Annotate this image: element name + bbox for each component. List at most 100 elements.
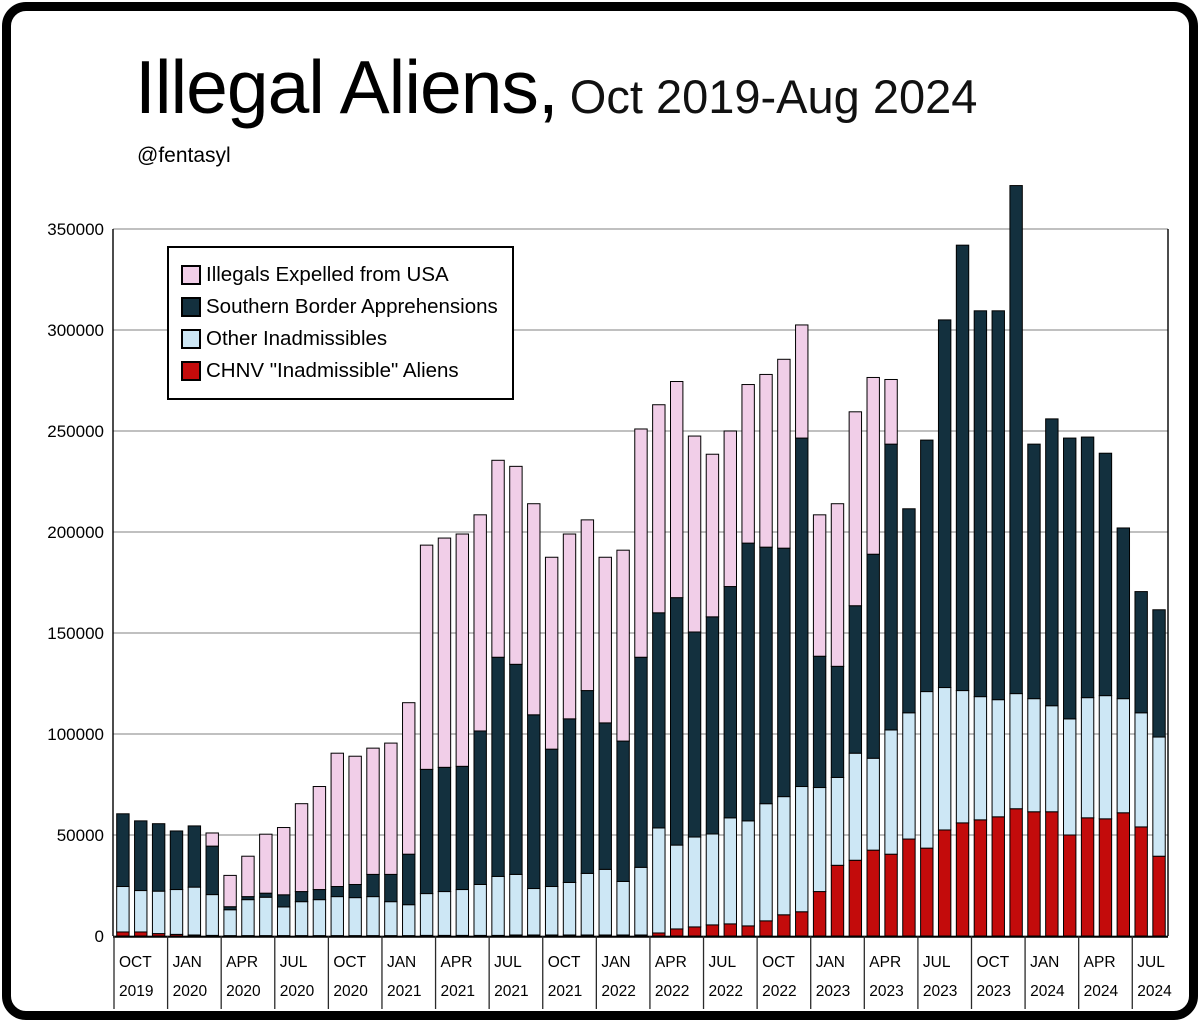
- bar-segment: [955, 822, 970, 937]
- bar-segment: [1009, 808, 1023, 937]
- bar-segment: [580, 519, 595, 692]
- x-tick-month: OCT: [548, 954, 581, 971]
- bar-segment: [670, 844, 684, 930]
- bar-segment: [991, 816, 1005, 937]
- bar-segment: [151, 823, 166, 892]
- bar-segment: [1134, 712, 1148, 828]
- bar-segment: [759, 803, 773, 922]
- bar-segment: [1116, 527, 1131, 700]
- x-tick-month: JAN: [387, 954, 416, 971]
- bar-segment: [1116, 698, 1131, 814]
- bar-segment: [902, 508, 916, 714]
- bar-segment: [598, 868, 612, 936]
- bar-segment: [366, 873, 380, 898]
- bar-segment: [437, 766, 452, 893]
- bar-segment: [187, 825, 202, 888]
- bar-segment: [937, 687, 952, 831]
- bar-segment: [1152, 736, 1166, 857]
- bar-segment: [312, 899, 327, 937]
- bar-segment: [1027, 698, 1041, 813]
- bar-segment: [687, 631, 702, 838]
- y-tick-label: 50000: [57, 826, 104, 845]
- bar-segment: [598, 556, 612, 724]
- bar-segment: [723, 923, 737, 937]
- bar-segment: [723, 430, 737, 588]
- bar-segment: [920, 847, 934, 937]
- bar-segment: [1134, 826, 1148, 937]
- x-tick-year: 2024: [1030, 983, 1065, 1000]
- bar-segment: [312, 889, 327, 901]
- bar-segment: [973, 696, 988, 821]
- bar-segment: [205, 832, 219, 847]
- x-tick-month: JUL: [280, 954, 308, 971]
- x-tick-month: JAN: [173, 954, 202, 971]
- bar-segment: [920, 439, 934, 693]
- x-tick-year: 2023: [976, 983, 1010, 1000]
- bar-segment: [348, 755, 362, 885]
- x-tick-year: 2022: [601, 983, 635, 1000]
- bar-segment: [330, 896, 344, 937]
- bar-segment: [830, 864, 845, 937]
- x-tick-year: 2021: [548, 983, 582, 1000]
- x-tick-month: OCT: [976, 954, 1009, 971]
- bar-segment: [1134, 591, 1148, 714]
- bar-segment: [294, 891, 309, 903]
- bar-segment: [348, 897, 362, 937]
- bar-segment: [616, 880, 630, 936]
- bar-segment: [1063, 834, 1077, 937]
- legend-label-chnv: CHNV "Inadmissible" Aliens: [206, 359, 459, 382]
- bar-segment: [223, 909, 237, 937]
- y-tick-label: 150000: [47, 624, 104, 643]
- bar-segment: [241, 899, 255, 937]
- bar-segment: [812, 787, 827, 893]
- bar-segment: [866, 849, 880, 937]
- bar-segment: [741, 542, 755, 822]
- bar-segment: [276, 894, 291, 908]
- x-tick-month: JUL: [709, 954, 737, 971]
- bar-segment: [455, 889, 470, 936]
- x-tick-year: 2020: [280, 983, 315, 1000]
- bar-segment: [670, 381, 684, 599]
- bar-segment: [205, 894, 219, 936]
- bar-segment: [1152, 609, 1166, 738]
- legend-swatch-other-inadmissibles: [181, 329, 201, 349]
- bar-segment: [134, 890, 148, 933]
- bar-segment: [848, 411, 863, 607]
- bar-segment: [580, 872, 595, 936]
- x-tick-month: OCT: [333, 954, 366, 971]
- bar-segment: [1098, 452, 1113, 697]
- bar-segment: [848, 752, 863, 861]
- bar-segment: [705, 924, 720, 937]
- bar-segment: [955, 244, 970, 692]
- bar-segment: [491, 459, 505, 658]
- bar-segment: [777, 796, 791, 916]
- y-tick-label: 200000: [47, 523, 104, 542]
- bar-segment: [509, 663, 523, 875]
- x-tick-month: OCT: [119, 954, 152, 971]
- bar-segment: [1009, 693, 1023, 810]
- bar-segment: [1080, 436, 1095, 699]
- bar-segment: [1045, 705, 1059, 813]
- bar-segment: [616, 740, 630, 882]
- x-tick-month: APR: [441, 954, 473, 971]
- bar-segment: [437, 891, 452, 936]
- x-tick-year: 2019: [119, 983, 153, 1000]
- x-tick-month: APR: [226, 954, 258, 971]
- bar-segment: [1063, 718, 1077, 836]
- x-tick-year: 2022: [762, 983, 796, 1000]
- bar-segment: [259, 892, 273, 898]
- bar-segment: [866, 757, 880, 851]
- x-tick-year: 2020: [226, 983, 261, 1000]
- bar-segment: [384, 742, 398, 875]
- bar-segment: [562, 718, 577, 883]
- x-tick-year: 2024: [1137, 983, 1172, 1000]
- bar-segment: [902, 712, 916, 840]
- x-tick-month: OCT: [762, 954, 795, 971]
- bar-segment: [473, 730, 487, 885]
- x-tick-month: APR: [655, 954, 687, 971]
- bar-segment: [884, 378, 898, 445]
- bar-segment: [223, 874, 237, 908]
- x-tick-year: 2024: [1084, 983, 1119, 1000]
- legend-swatch-chnv: [181, 361, 201, 381]
